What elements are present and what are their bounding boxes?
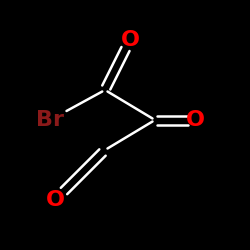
Text: O: O <box>120 30 140 50</box>
Text: Br: Br <box>36 110 64 130</box>
Text: O: O <box>186 110 204 130</box>
Text: O: O <box>46 190 64 210</box>
